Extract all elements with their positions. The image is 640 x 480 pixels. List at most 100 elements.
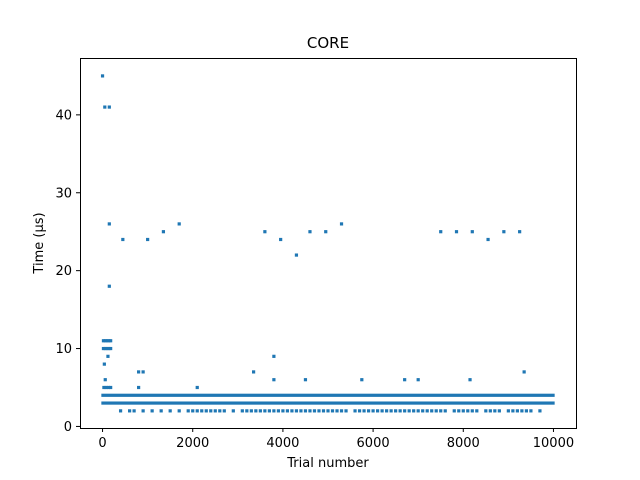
sparse-point-74 [511,409,515,413]
sparse-point-29 [290,409,294,413]
x-axis-label: Trial number [286,456,369,471]
sparse-point-22 [258,409,262,413]
sparse-point-30 [294,409,299,413]
data-point-3 [107,222,111,226]
sparse-point-72 [497,409,501,413]
sparse-point-45 [366,409,371,413]
y-tick-label-3: 30 [55,186,72,201]
sparse-point-79 [538,409,542,413]
data-point-37 [109,385,113,390]
sparse-point-67 [470,409,474,413]
data-point-29 [107,346,111,351]
sparse-point-56 [416,409,420,413]
data-point-35 [104,385,108,390]
sparse-point-5 [159,409,163,413]
chart-title: CORE [307,34,349,52]
data-point-33 [103,378,107,382]
sparse-point-71 [493,409,497,413]
y-tick-label-0: 0 [64,420,72,435]
sparse-point-25 [272,409,276,413]
sparse-point-24 [267,409,271,413]
sparse-point-60 [434,409,438,413]
sparse-point-54 [407,409,411,413]
sparse-point-32 [303,409,308,413]
sparse-point-41 [344,409,348,413]
sparse-point-1 [128,409,132,413]
sparse-point-14 [213,409,217,413]
data-point-50 [522,370,526,374]
sparse-point-13 [209,409,213,413]
data-point-45 [303,378,308,382]
sparse-point-20 [249,409,253,413]
sparse-point-4 [150,409,154,413]
y-tick-label-4: 40 [55,108,72,123]
sparse-point-7 [177,409,181,413]
data-point-40 [137,385,141,390]
data-point-14 [339,222,344,226]
plot-frame [80,58,577,429]
data-point-13 [324,230,328,234]
sparse-point-26 [276,409,280,413]
data-point-46 [360,378,364,382]
sparse-point-11 [200,409,204,413]
sparse-point-55 [412,409,416,413]
data-point-39 [141,370,145,374]
sparse-point-38 [330,409,335,413]
sparse-point-42 [353,409,357,413]
data-point-22 [103,339,107,343]
x-tick-label-2: 4000 [266,436,299,451]
sparse-point-51 [394,409,398,413]
data-point-30 [109,346,113,351]
data-point-26 [101,346,106,351]
x-tick-label-1: 2000 [176,436,209,451]
sparse-point-78 [529,409,533,413]
data-point-34 [102,385,106,390]
sparse-point-35 [317,409,321,413]
sparse-point-75 [515,409,519,413]
sparse-point-6 [168,409,172,413]
sparse-point-18 [240,409,244,413]
data-point-44 [272,378,276,382]
x-axis-ticks: 0 2000 4000 6000 8000 10000 [98,428,574,451]
data-point-19 [502,230,506,234]
sparse-point-27 [281,409,285,413]
sparse-point-44 [362,409,366,413]
sparse-point-37 [326,409,330,413]
data-point-24 [107,339,111,343]
data-point-10 [279,237,283,242]
sparse-point-70 [488,409,492,413]
data-point-38 [137,370,141,374]
sparse-point-34 [312,409,317,413]
sparse-point-69 [484,409,488,413]
y-tick-label-1: 10 [55,342,72,357]
x-tick-label-4: 8000 [447,436,480,451]
y-axis-ticks: 0 10 20 30 40 [55,108,80,435]
sparse-point-53 [403,409,407,413]
sparse-point-8 [186,409,190,413]
data-point-2 [107,105,111,109]
x-tick-label-3: 6000 [357,436,390,451]
x-tick-label-0: 0 [98,436,106,451]
x-tick-label-5: 10000 [533,436,574,451]
data-point-49 [468,378,472,382]
sparse-point-10 [195,409,199,413]
data-point-31 [106,354,110,358]
sparse-point-28 [285,409,290,413]
sparse-point-64 [457,409,461,413]
sparse-point-48 [380,409,384,413]
data-point-42 [252,370,256,374]
dense-band-0 [101,401,555,405]
sparse-point-3 [141,409,145,413]
data-point-17 [470,230,474,234]
data-point-9 [263,230,267,234]
sparse-point-33 [308,409,312,413]
data-point-0 [100,74,105,78]
data-point-23 [105,339,109,343]
sparse-point-62 [443,409,447,413]
sparse-point-23 [263,409,267,413]
data-point-25 [109,339,113,343]
sparse-point-36 [321,409,326,413]
dense-band-1 [101,393,555,397]
data-point-47 [403,378,407,382]
